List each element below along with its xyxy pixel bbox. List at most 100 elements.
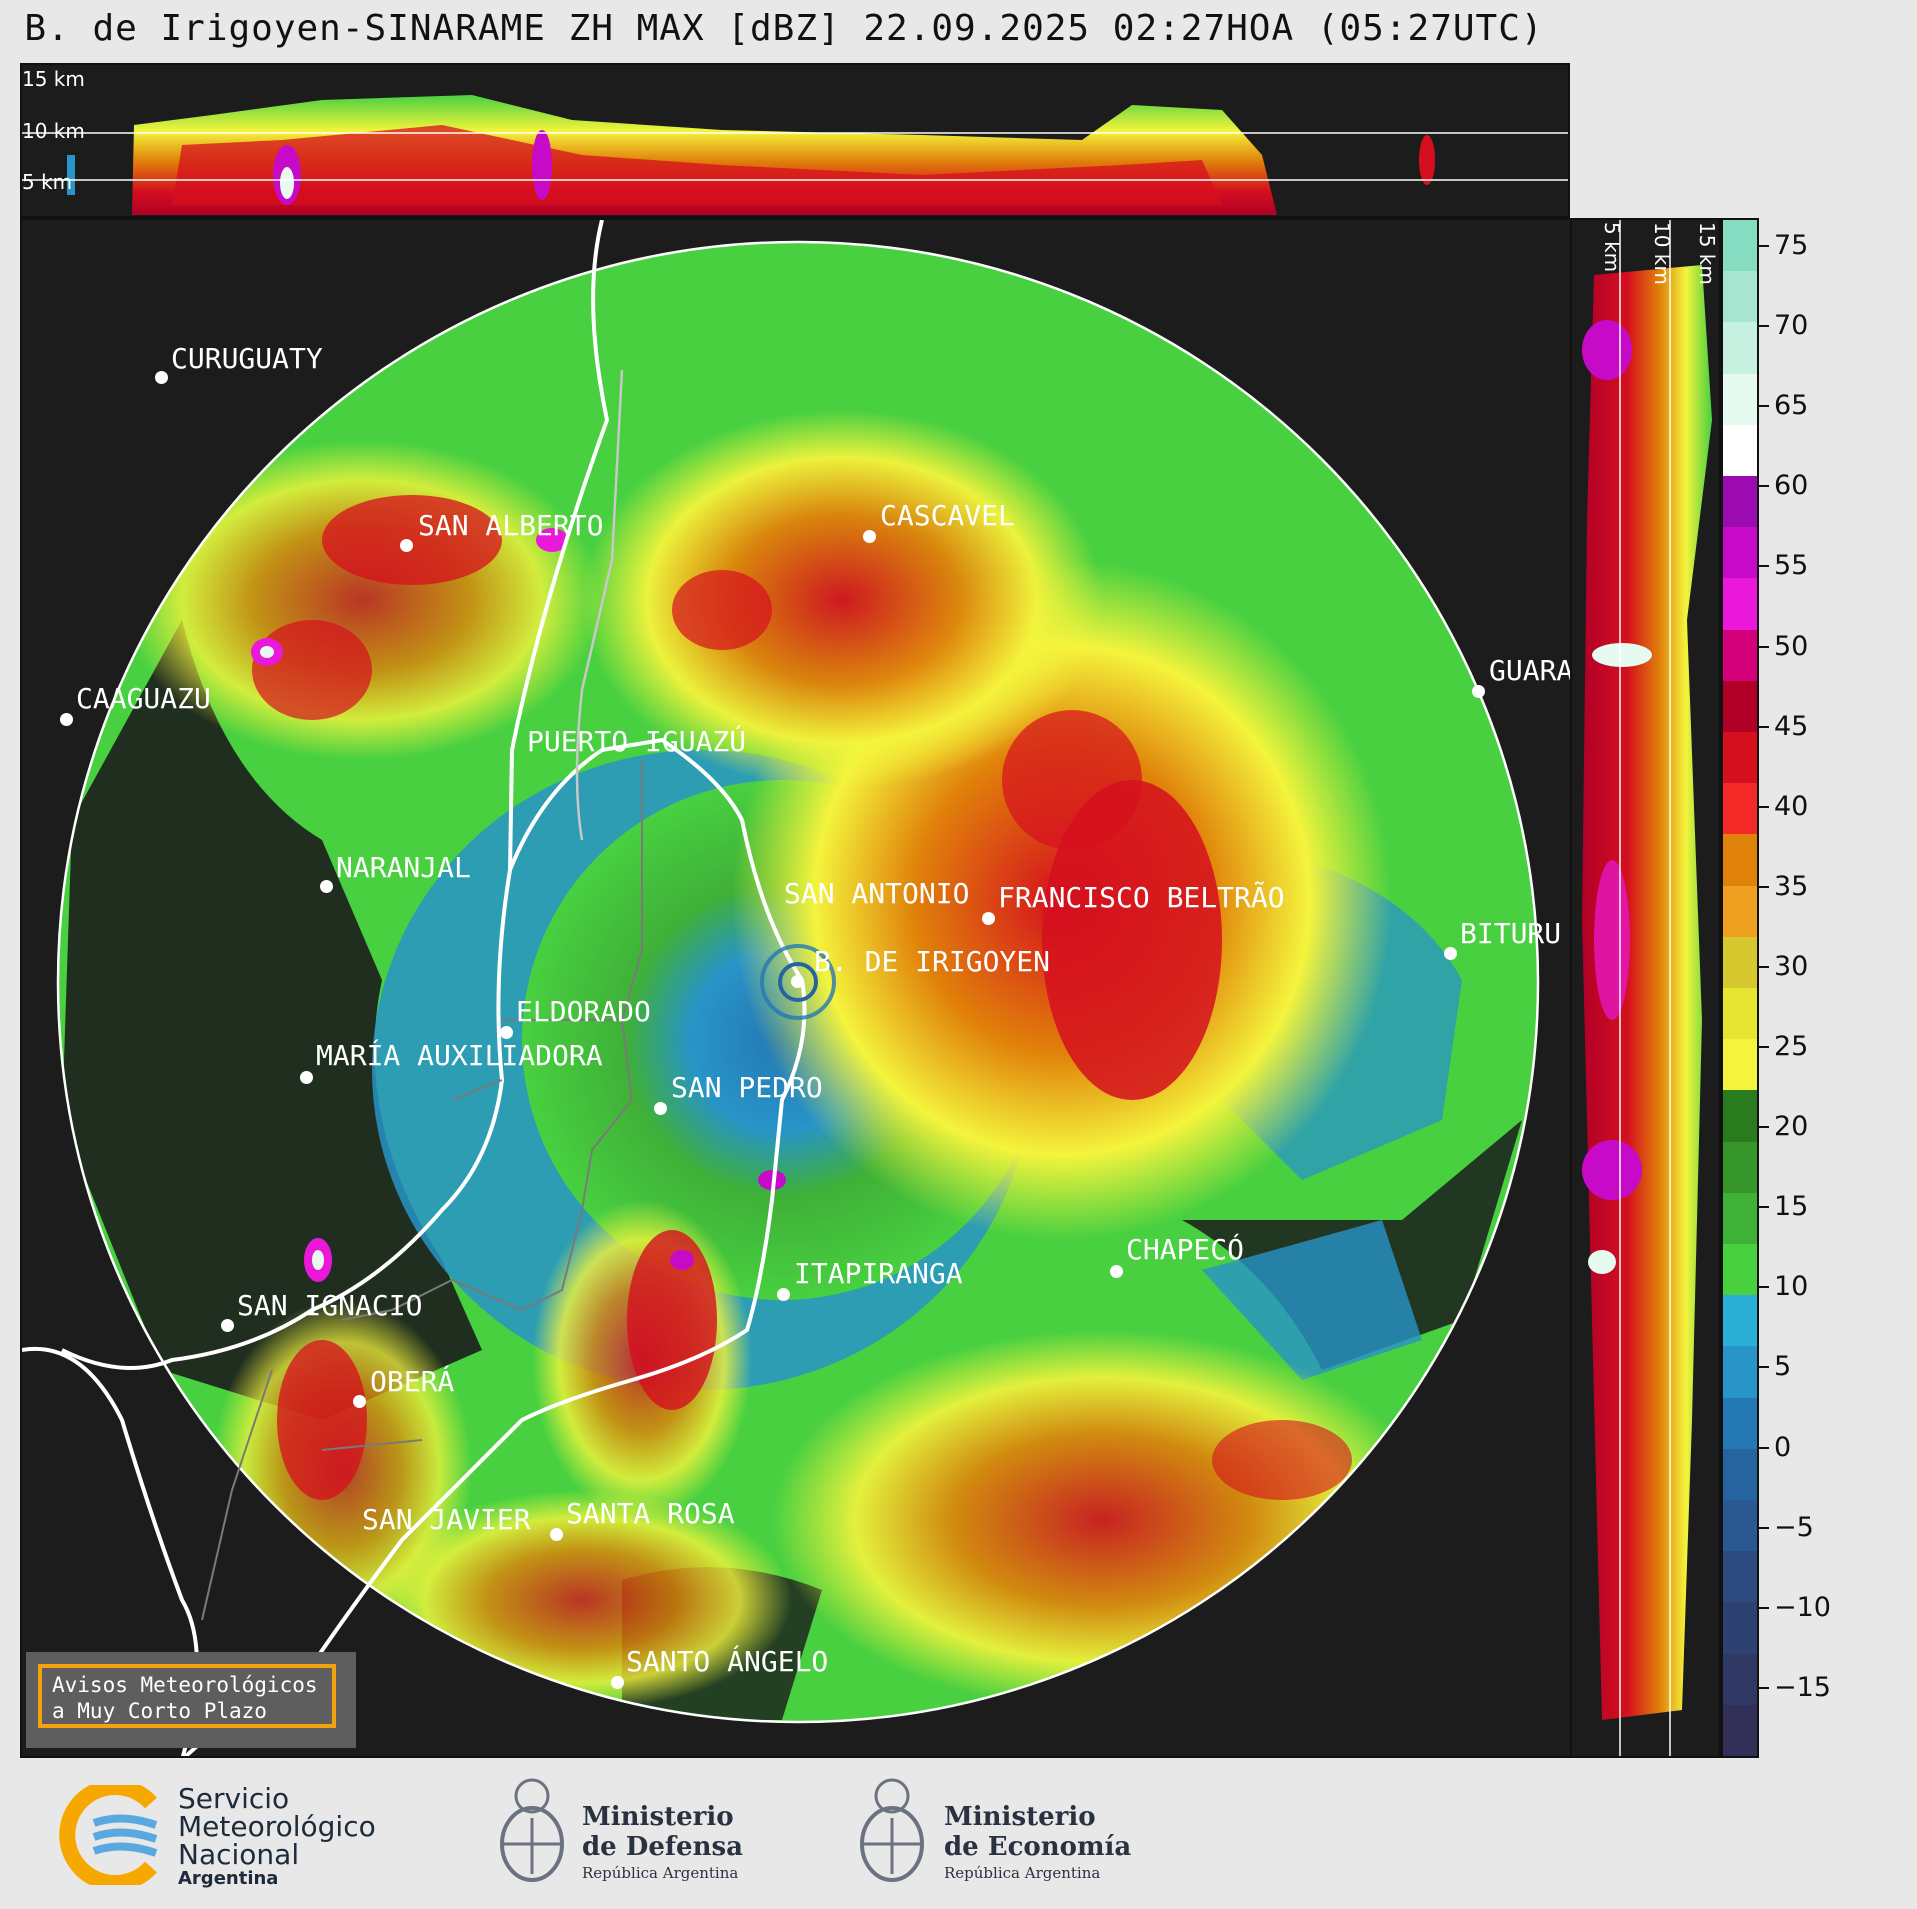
city-label-obera: OBERÁ	[370, 1365, 455, 1398]
colorbar-tick-label: 60	[1774, 470, 1809, 502]
side-cross-section-svg	[1582, 220, 1712, 1756]
city-dot-santo-angelo	[611, 1676, 624, 1689]
city-label-santa-rosa: SANTA ROSA	[566, 1497, 735, 1530]
colorbar-segment	[1723, 1551, 1757, 1604]
city-label-caaguazu: CAAGUAZU	[76, 682, 211, 715]
colorbar-segment	[1723, 476, 1757, 529]
colorbar-segment	[1723, 1039, 1757, 1092]
city-label-naranjal: NARANJAL	[336, 851, 471, 884]
colorbar-tick	[1759, 1366, 1769, 1369]
colorbar-segment	[1723, 885, 1757, 938]
colorbar-tick	[1759, 805, 1769, 808]
colorbar-tick-label: 40	[1774, 790, 1809, 822]
economia-line-1: Ministerio	[944, 1802, 1096, 1832]
colorbar-segment	[1723, 1397, 1757, 1450]
city-label-curuguaty: CURUGUATY	[171, 342, 323, 375]
city-label-san-pedro: SAN PEDRO	[671, 1071, 823, 1104]
city-label-bituru: BITURU	[1460, 917, 1562, 950]
city-dot-cascavel	[863, 530, 876, 543]
city-dot-san-ignacio	[221, 1319, 234, 1332]
colorbar-tick-label: 15	[1774, 1191, 1809, 1223]
defensa-line-2: de Defensa	[582, 1832, 743, 1862]
colorbar-tick	[1759, 405, 1769, 408]
colorbar-segment	[1723, 271, 1757, 324]
colorbar	[1721, 218, 1759, 1758]
defensa-line-1: Ministerio	[582, 1802, 734, 1832]
city-dot-naranjal	[320, 880, 333, 893]
border-river-line	[183, 220, 807, 1756]
colorbar-tick-label: 70	[1774, 310, 1809, 342]
warning-box-frame: Avisos Meteorológicos a Muy Corto Plazo	[38, 1664, 336, 1728]
side-height-label-10: 10 km	[1650, 222, 1674, 285]
city-dot-chapeco	[1110, 1265, 1123, 1278]
city-label-eldorado: ELDORADO	[516, 995, 651, 1028]
colorbar-tick-label: 35	[1774, 870, 1809, 902]
colorbar-tick-label: 75	[1774, 230, 1809, 261]
radar-map-svg	[22, 220, 1540, 1756]
department-borders	[201, 760, 643, 1621]
paraguay-brazil-border	[575, 369, 624, 841]
colorbar-tick-label: 50	[1774, 630, 1809, 662]
city-label-san-antonio: SAN ANTONIO	[784, 877, 970, 910]
city-dot-itapiranga	[777, 1288, 790, 1301]
smn-line-3: Nacional	[178, 1838, 300, 1871]
colorbar-segment	[1723, 322, 1757, 375]
city-label-francisco-beltrao: FRANCISCO BELTRÃO	[998, 881, 1285, 914]
colorbar-tick-label: −15	[1774, 1671, 1831, 1703]
colorbar-tick-label: −10	[1774, 1591, 1831, 1623]
colorbar-segment	[1723, 1346, 1757, 1399]
city-label-chapeco: CHAPECÓ	[1126, 1233, 1245, 1266]
colorbar-segment	[1723, 220, 1757, 273]
city-label-santo-angelo: SANTO ÁNGELO	[626, 1645, 829, 1678]
colorbar-segment	[1723, 1192, 1757, 1245]
city-dot-santa-rosa	[550, 1528, 563, 1541]
colorbar-segment	[1723, 1244, 1757, 1297]
city-dot-san-alberto	[400, 539, 413, 552]
top-height-label-15: 15 km	[22, 67, 85, 91]
colorbar-segment	[1723, 1500, 1757, 1553]
colorbar-segment	[1723, 629, 1757, 682]
footer-logos: Servicio Meteorológico Nacional Argentin…	[0, 1760, 1917, 1909]
colorbar-tick	[1759, 1686, 1769, 1689]
top-cross-section-svg	[22, 95, 1568, 215]
economia-line-2: de Economía	[944, 1832, 1132, 1862]
city-label-san-javier: SAN JAVIER	[362, 1503, 531, 1536]
province-border-line	[61, 869, 512, 1370]
defensa-coat-of-arms-icon	[500, 1778, 564, 1882]
city-dot-maria-auxiliadora	[300, 1071, 313, 1084]
colorbar-tick-label: 30	[1774, 950, 1809, 982]
city-label-guara: GUARA	[1489, 654, 1572, 687]
colorbar-tick	[1759, 885, 1769, 888]
side-height-label-5: 5 km	[1600, 222, 1624, 273]
colorbar-segment	[1723, 732, 1757, 785]
colorbar-tick-label: 25	[1774, 1031, 1809, 1062]
city-label-san-alberto: SAN ALBERTO	[418, 509, 604, 542]
colorbar-segment	[1723, 527, 1757, 580]
colorbar-segment	[1723, 834, 1757, 887]
city-label-puerto-iguazu: PUERTO IGUAZÚ	[527, 725, 747, 758]
colorbar-tick	[1759, 965, 1769, 968]
top-cross-section-panel: 15 km 10 km 5 km	[20, 63, 1570, 218]
city-dot-b-de-irigoyen	[791, 975, 804, 988]
defensa-line-3: República Argentina	[582, 1864, 739, 1882]
colorbar-tick	[1759, 1606, 1769, 1609]
colorbar-tick	[1759, 325, 1769, 328]
economia-coat-of-arms-icon	[860, 1778, 924, 1882]
colorbar-segment	[1723, 1090, 1757, 1143]
top-height-label-5: 5 km	[22, 170, 73, 194]
colorbar-tick	[1759, 1126, 1769, 1129]
city-dot-caaguazu	[60, 713, 73, 726]
colorbar-tick	[1759, 1206, 1769, 1209]
colorbar-tick-label: 55	[1774, 550, 1809, 582]
colorbar-tick	[1759, 1526, 1769, 1529]
city-label-cascavel: CASCAVEL	[880, 499, 1015, 532]
smn-logo-icon	[59, 1785, 158, 1885]
city-dot-francisco-beltrao	[982, 912, 995, 925]
colorbar-tick-label: 0	[1774, 1431, 1792, 1463]
colorbar-tick-label: 5	[1774, 1351, 1792, 1383]
colorbar-segment	[1723, 988, 1757, 1041]
city-dot-eldorado	[500, 1026, 513, 1039]
radar-map-panel: CURUGUATY SAN ALBERTO CASCAVEL CAAGUAZU …	[20, 218, 1572, 1758]
colorbar-segment	[1723, 1295, 1757, 1348]
smn-line-1: Servicio	[178, 1782, 290, 1815]
